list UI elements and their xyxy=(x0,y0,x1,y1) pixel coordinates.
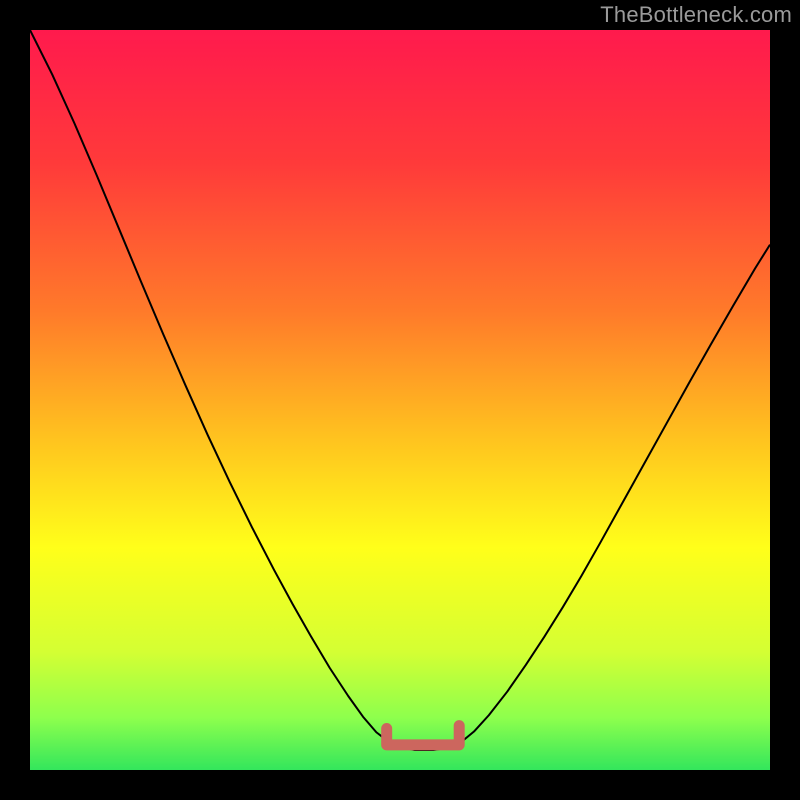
watermark-text: TheBottleneck.com xyxy=(600,2,792,28)
chart-container: TheBottleneck.com xyxy=(0,0,800,800)
plot-area xyxy=(30,30,770,770)
gradient-background xyxy=(30,30,770,770)
bottleneck-curve-chart xyxy=(30,30,770,770)
